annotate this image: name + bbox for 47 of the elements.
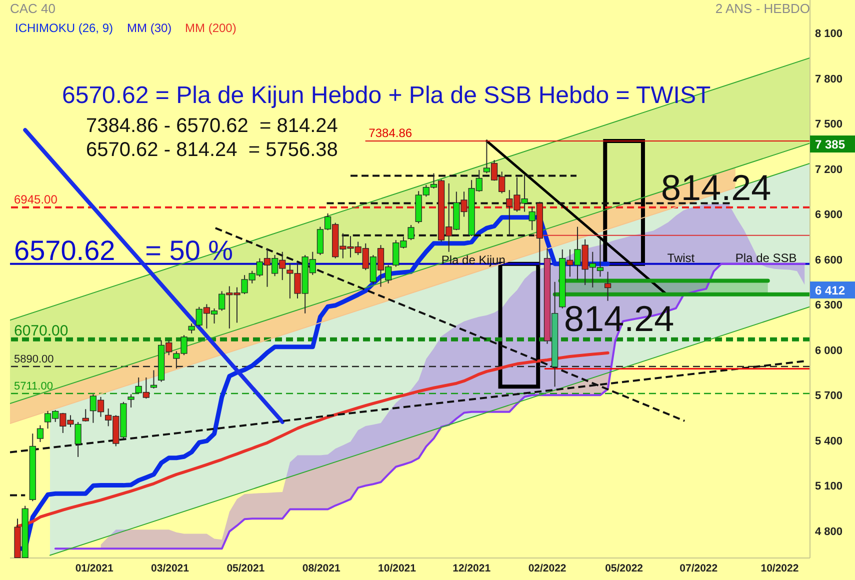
candlestick xyxy=(150,370,158,389)
x-tick-label: 07/2022 xyxy=(680,562,718,574)
x-tick-label: 03/2021 xyxy=(151,562,190,574)
annotation: Pla de SSB xyxy=(735,250,797,265)
y-tick-label: 7 500 xyxy=(815,118,843,131)
candlestick xyxy=(36,424,44,443)
x-tick-label: 05/2021 xyxy=(226,562,265,574)
y-tick-label: 7 200 xyxy=(815,164,843,176)
y-tick-label: 8 100 xyxy=(815,28,843,40)
x-tick-label: 01/2021 xyxy=(75,562,114,574)
y-tick-label: 5 100 xyxy=(815,480,843,493)
annotation: Twist xyxy=(667,250,696,265)
ref-line-label: 5890.00 xyxy=(14,353,54,366)
text: 7 385 xyxy=(815,138,846,152)
y-tick-label: 4 800 xyxy=(815,526,843,538)
annotation: 6570.62 - 814.24 = 5756.38 xyxy=(86,139,338,161)
text: 6 412 xyxy=(815,284,846,298)
candlestick xyxy=(408,224,414,241)
candlestick xyxy=(128,394,134,408)
y-tick-label: 6 000 xyxy=(815,344,843,357)
y-tick-label: 6 600 xyxy=(815,254,843,266)
ref-line-label: 6945.00 xyxy=(14,192,58,206)
x-tick-label: 08/2021 xyxy=(302,562,340,574)
candlestick xyxy=(82,408,89,422)
x-tick-label: 02/2022 xyxy=(528,562,566,574)
x-tick-label: 10/2022 xyxy=(760,562,799,574)
y-tick-label: 5 400 xyxy=(815,435,843,448)
ref-line-label: 5711.00 xyxy=(14,380,53,392)
x-tick-label: 05/2022 xyxy=(605,562,644,574)
candlestick xyxy=(604,271,612,302)
x-tick-label: 12/2021 xyxy=(452,562,491,574)
annotation: MM (30) xyxy=(127,21,172,35)
text: MM (200) xyxy=(185,21,236,35)
chart-subtitle: 2 ANS - HEBDO xyxy=(715,1,810,16)
y-tick-label: 6 900 xyxy=(815,209,843,222)
candlestick xyxy=(188,322,195,334)
annotation: 7384.86 - 6570.62 = 814.24 xyxy=(86,115,338,137)
ref-line-label: 6570.62 xyxy=(14,234,116,266)
ref-line-label: 6070.00 xyxy=(14,322,68,340)
x-tick-label: 10/2021 xyxy=(378,562,416,574)
annotation: 814.24 xyxy=(661,167,772,208)
annotation: 7384.86 xyxy=(368,126,412,140)
text: ICHIMOKU (26, 9) xyxy=(15,21,114,35)
y-tick-label: 7 800 xyxy=(815,73,843,86)
y-tick-label: 6 300 xyxy=(815,300,843,312)
chart-title: CAC 40 xyxy=(10,1,56,16)
y-tick-label: 5 700 xyxy=(815,390,843,402)
